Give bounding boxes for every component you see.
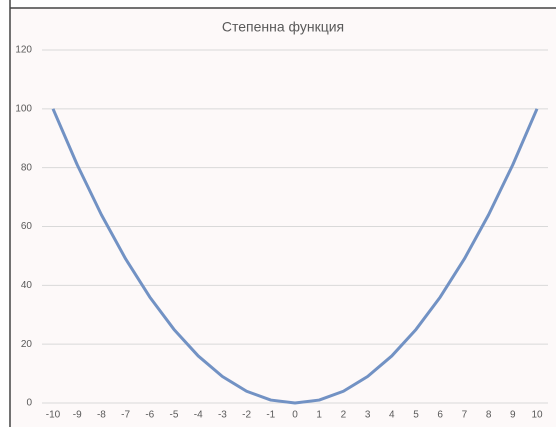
chart-title: Степенна функция — [222, 19, 344, 35]
y-tick-label: 100 — [15, 103, 32, 114]
x-tick-label: 6 — [437, 410, 443, 421]
chart-area — [10, 8, 556, 427]
x-tick-label: 8 — [486, 410, 492, 421]
x-tick-label: -2 — [242, 410, 251, 421]
x-tick-label: 10 — [531, 410, 543, 421]
x-tick-label: 7 — [462, 410, 468, 421]
line-series — [51, 108, 539, 405]
x-tick-label: 1 — [316, 410, 322, 421]
x-tick-label: -9 — [73, 410, 82, 421]
y-tick-label: 20 — [21, 339, 33, 350]
x-tick-label: 0 — [292, 410, 298, 421]
x-tick-label: -3 — [218, 410, 227, 421]
x-tick-label: 2 — [341, 410, 347, 421]
x-tick-label: -8 — [97, 410, 106, 421]
x-tick-label: 5 — [413, 410, 419, 421]
y-tick-label: 120 — [15, 45, 32, 56]
x-tick-label: 9 — [510, 410, 516, 421]
y-tick-label: 0 — [26, 398, 32, 409]
x-tick-label: -10 — [46, 410, 61, 421]
x-tick-label: 4 — [389, 410, 395, 421]
y-tick-label: 80 — [21, 162, 33, 173]
x-tick-label: 3 — [365, 410, 371, 421]
y-tick-label: 60 — [21, 221, 33, 232]
x-tick-label: -6 — [145, 410, 154, 421]
x-tick-label: -7 — [121, 410, 130, 421]
y-tick-label: 40 — [21, 280, 33, 291]
x-tick-label: -4 — [194, 410, 203, 421]
x-tick-label: -1 — [266, 410, 275, 421]
x-tick-label: -5 — [170, 410, 179, 421]
